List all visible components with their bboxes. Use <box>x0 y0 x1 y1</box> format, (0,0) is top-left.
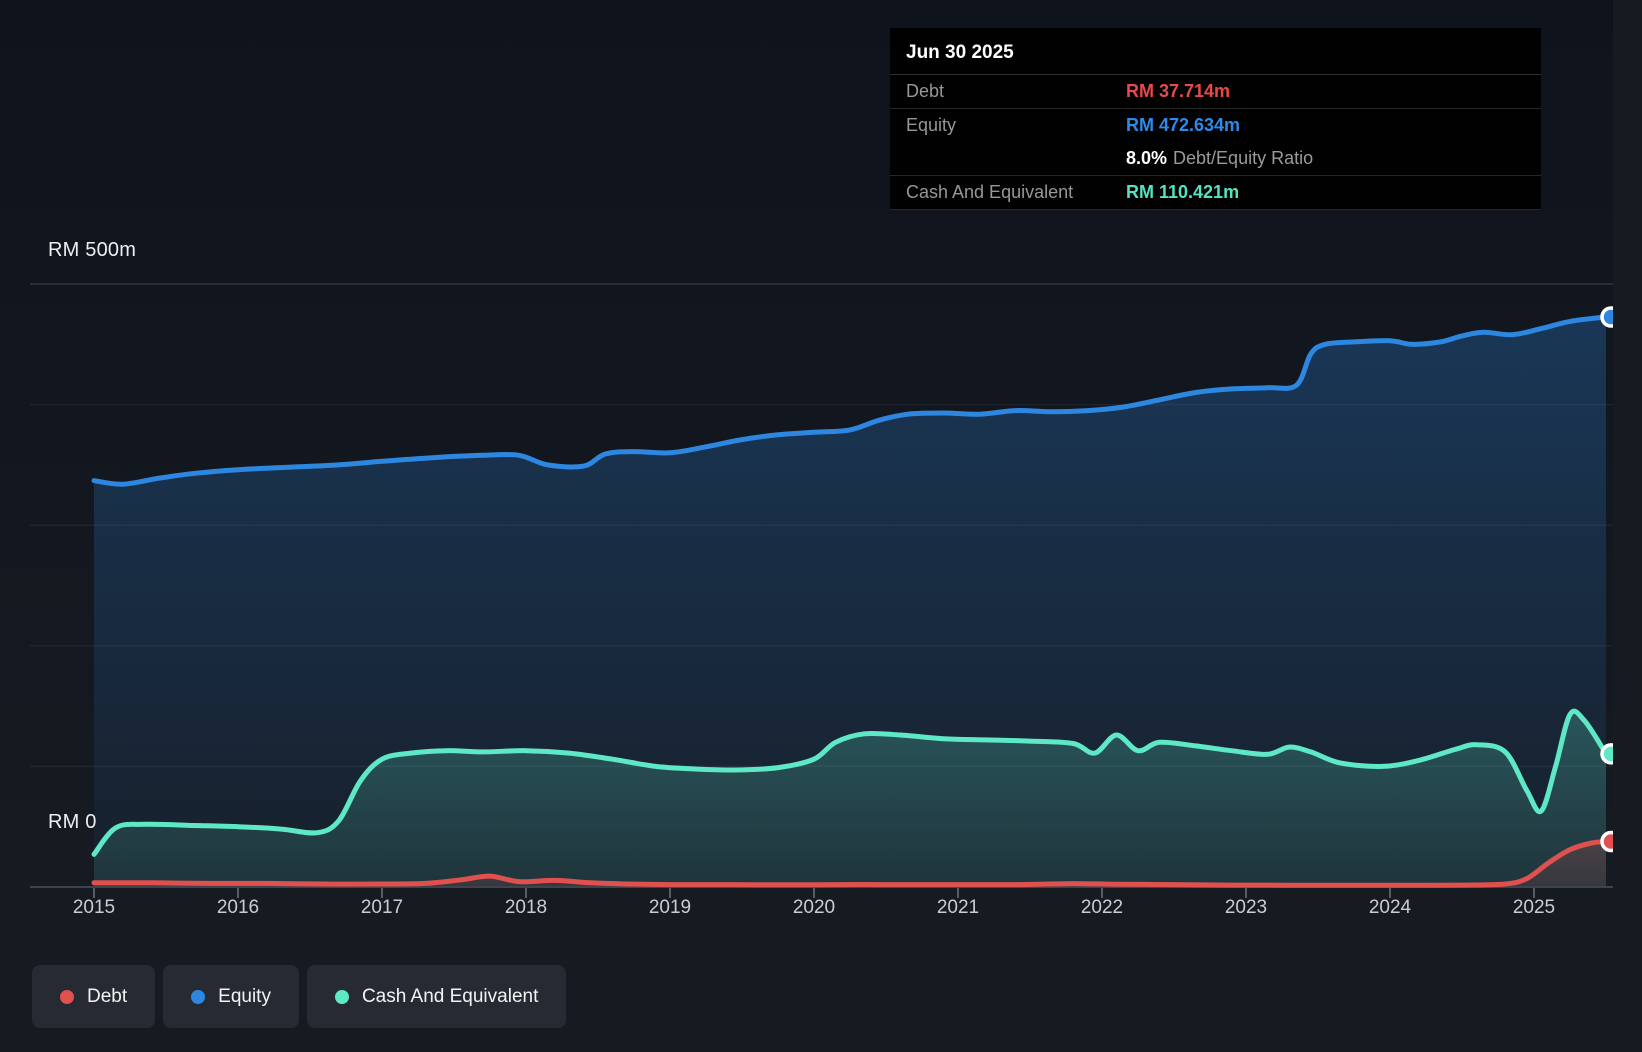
tooltip-cash-label: Cash And Equivalent <box>906 182 1074 202</box>
tooltip: Jun 30 2025 Debt RM 37.714m Equity RM 47… <box>890 28 1541 210</box>
tooltip-row-debt: Debt RM 37.714m <box>890 75 1541 109</box>
tooltip-row-ratio: 8.0% Debt/Equity Ratio <box>890 142 1541 176</box>
x-axis-tick-label: 2023 <box>1225 897 1267 918</box>
y-axis-label-max: RM 500m <box>48 239 137 261</box>
legend-item-cash[interactable]: Cash And Equivalent <box>306 965 567 1028</box>
x-axis-tick-label: 2017 <box>361 897 403 918</box>
series-layer <box>30 306 1613 888</box>
tooltip-equity-label: Equity <box>906 115 957 135</box>
tooltip-debt-value: RM 37.714m <box>1126 81 1231 101</box>
legend-item-equity[interactable]: Equity <box>163 965 299 1028</box>
line-cash-and-equivalent <box>91 708 1609 857</box>
tooltip-row-cash: Cash And Equivalent RM 110.421m <box>890 176 1541 210</box>
line-debt <box>91 839 1609 888</box>
x-axis-tick-label: 2015 <box>73 897 115 918</box>
tooltip-debt-label: Debt <box>906 81 945 101</box>
end-marker-equity <box>1600 306 1613 328</box>
legend-item-label: Debt <box>87 985 128 1007</box>
legend-dot-cash <box>334 989 349 1004</box>
x-axis-tick-label: 2018 <box>505 897 547 918</box>
end-marker-cash-and-equivalent <box>1600 743 1613 765</box>
tooltip-equity-value: RM 472.634m <box>1126 115 1241 135</box>
area-equity <box>94 317 1606 887</box>
x-axis-tick-label: 2025 <box>1513 897 1555 918</box>
end-marker-debt <box>1600 830 1613 853</box>
x-axis-tick-label: 2019 <box>649 897 691 918</box>
x-axis-tick-label: 2022 <box>1081 897 1123 918</box>
x-axis-tick-label: 2016 <box>217 897 259 918</box>
x-axis: 2015 2016 2017 2018 2019 2020 2021 2022 2023 2024… <box>73 888 1555 918</box>
legend: Debt Equity Cash And Equivalent <box>32 965 567 1028</box>
x-axis-tick-label: 2021 <box>937 897 979 918</box>
tooltip-date: Jun 30 2025 <box>890 28 1541 75</box>
tooltip-ratio-label: Debt/Equity Ratio <box>1173 148 1314 168</box>
tooltip-cash-value: RM 110.421m <box>1126 182 1240 202</box>
area-cash-and-equivalent <box>94 711 1606 887</box>
legend-item-label: Equity <box>218 985 271 1007</box>
legend-item-debt[interactable]: Debt <box>32 965 156 1028</box>
line-equity <box>91 314 1609 487</box>
legend-dot-equity <box>191 989 206 1004</box>
y-axis-label-zero: RM 0 <box>48 811 97 833</box>
tooltip-row-equity: Equity RM 472.634m <box>890 109 1541 142</box>
legend-dot-debt <box>60 989 74 1004</box>
tooltip-ratio-value: 8.0% <box>1126 148 1168 168</box>
x-axis-tick-label: 2024 <box>1369 897 1412 918</box>
legend-item-label: Cash And Equivalent <box>361 985 539 1007</box>
x-axis-tick-label: 2020 <box>793 897 835 918</box>
